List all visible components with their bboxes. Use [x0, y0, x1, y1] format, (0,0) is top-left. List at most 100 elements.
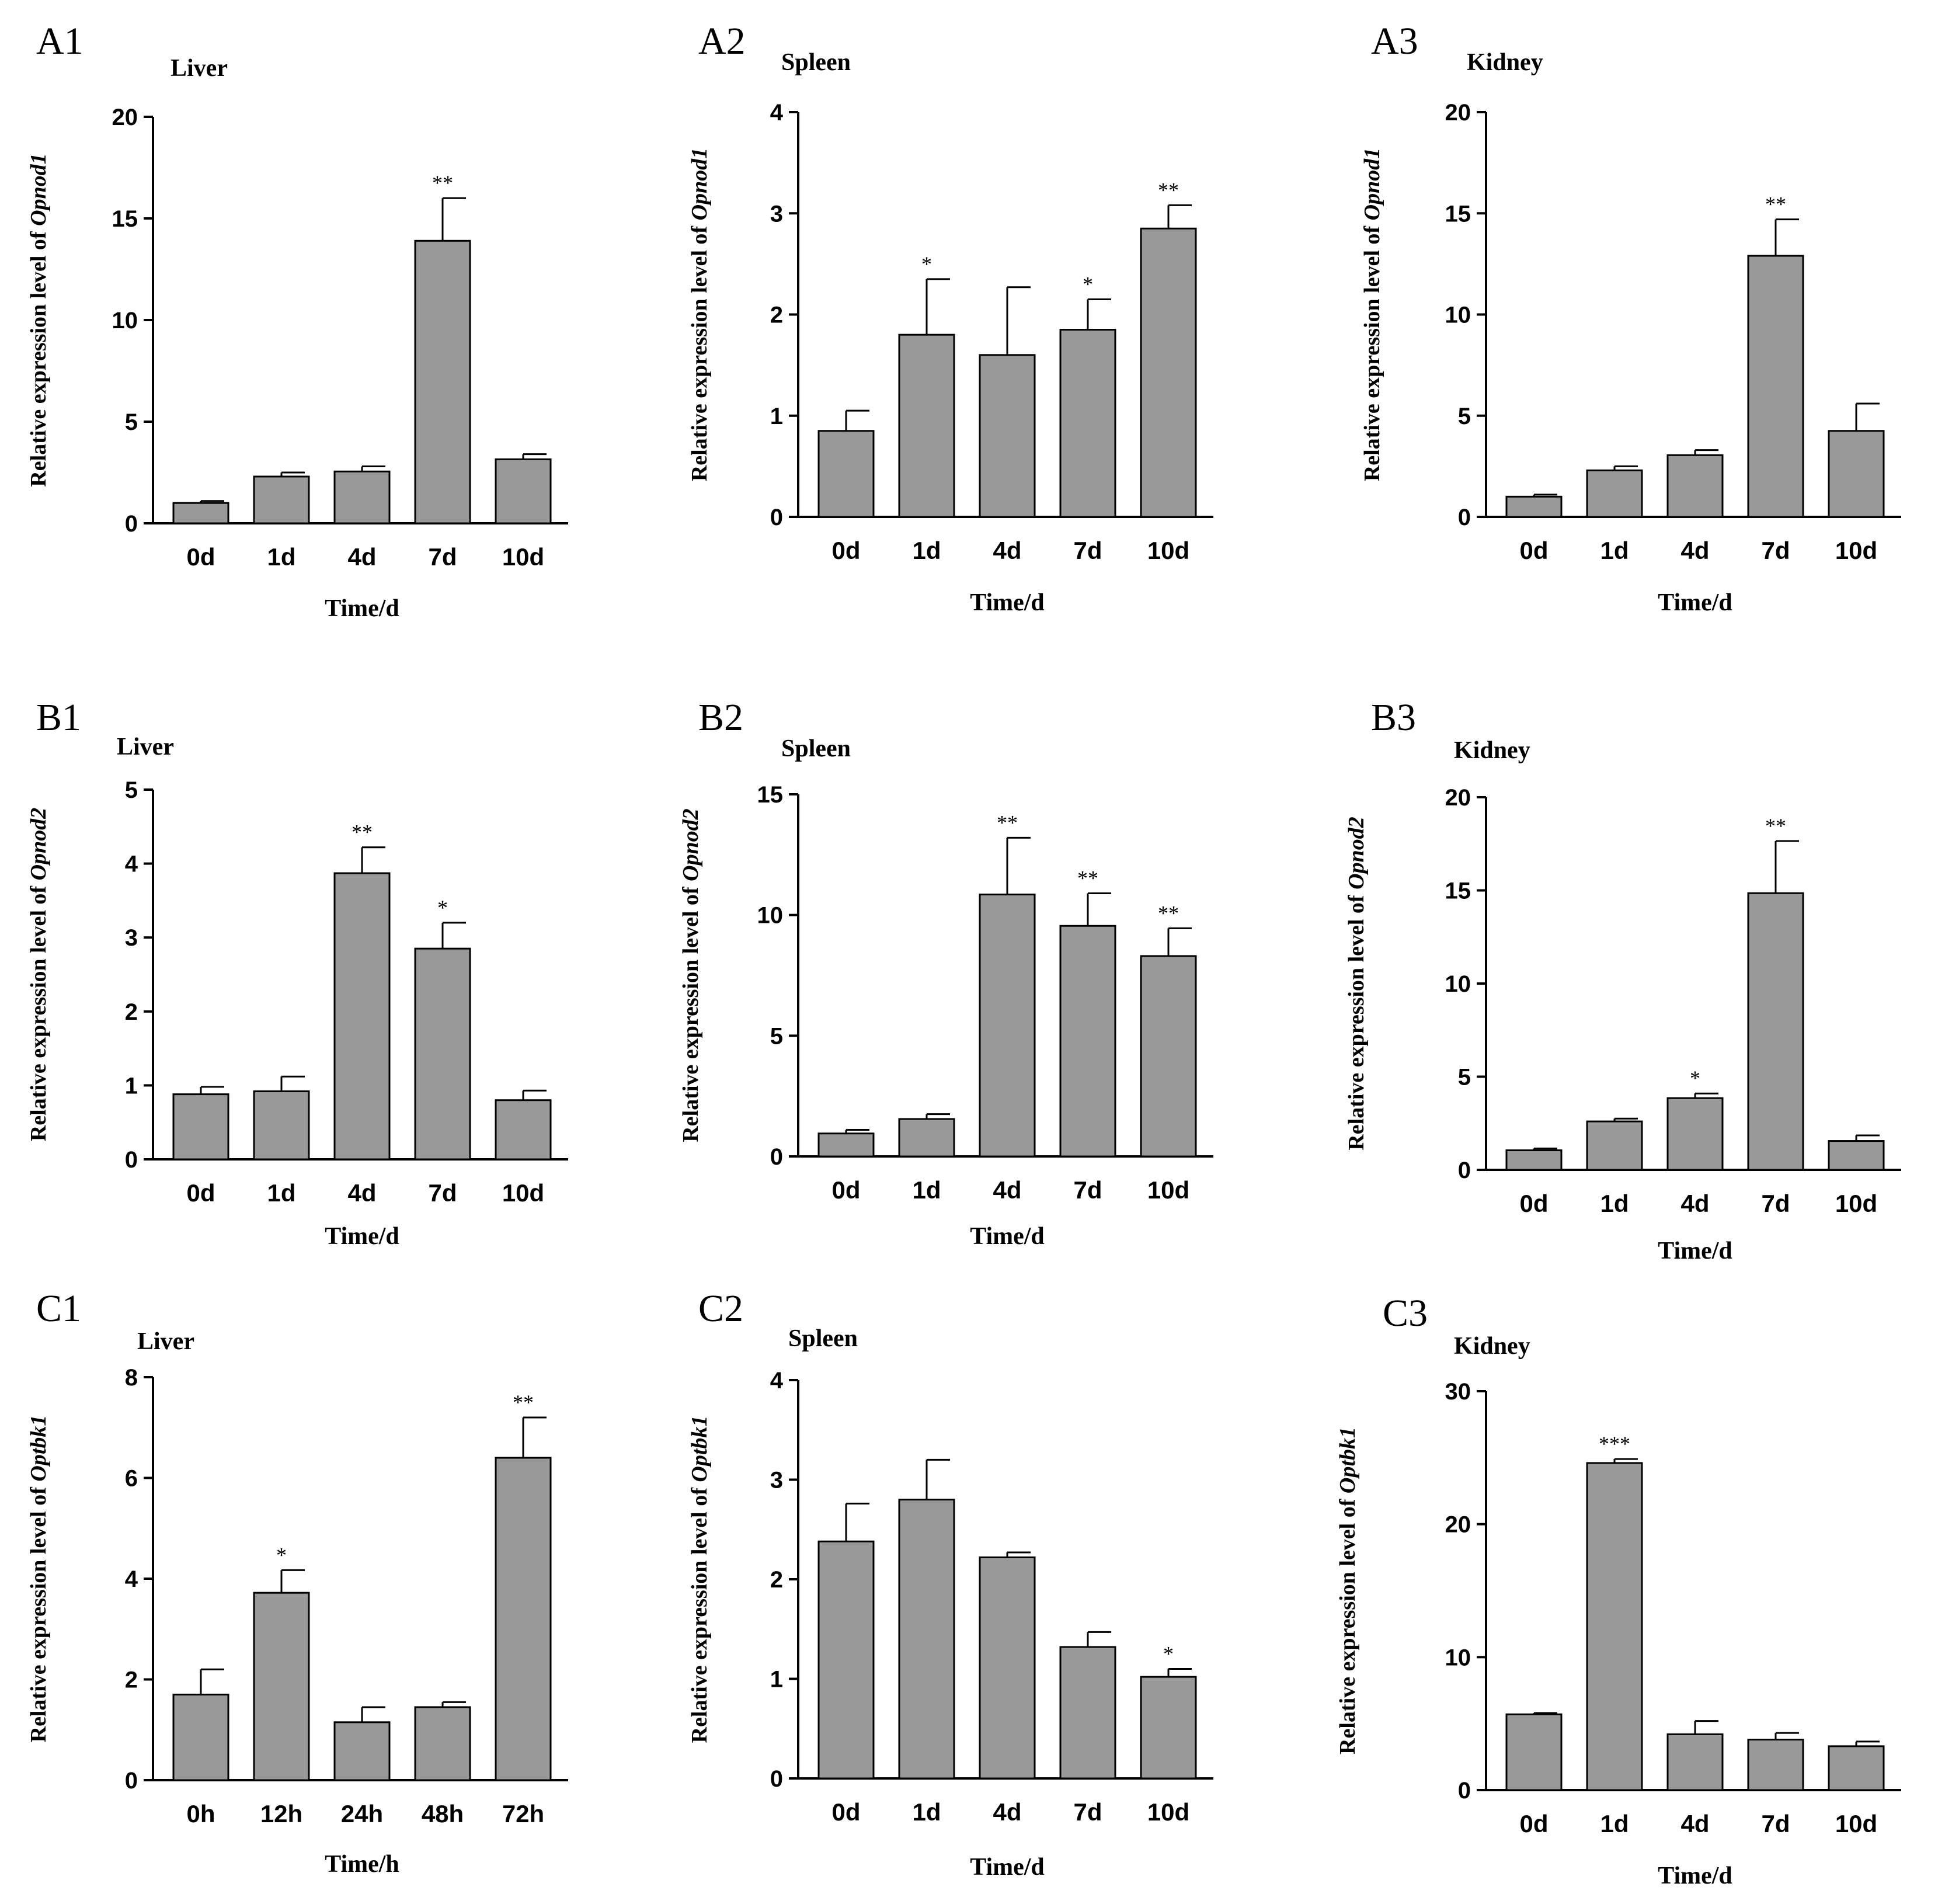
y-axis-title-gene: Optbk1: [26, 1415, 51, 1482]
x-tick-label: 4d: [1680, 537, 1709, 564]
x-tick-label: 4d: [993, 1798, 1021, 1826]
x-tick-label: 1d: [1600, 537, 1629, 564]
x-axis-title: Time/d: [970, 589, 1045, 616]
x-axis-title: Time/d: [325, 1223, 399, 1250]
bar-0d: [817, 1132, 875, 1158]
panel-b1: B1 Liver 0 1 2 3 4 5 0d 1d ** 4d * 7d 10d Time/d Relativ…: [26, 696, 568, 1250]
significance-marker: *: [1083, 273, 1093, 296]
bar-12h: [253, 1592, 310, 1781]
bar-4d: [333, 470, 391, 524]
y-tick-label: 20: [1445, 1512, 1471, 1538]
x-tick-label: 0d: [831, 1176, 860, 1204]
bar-4d: [979, 354, 1036, 518]
x-tick-label: 1d: [267, 1179, 295, 1207]
y-tick-label: 0: [125, 1147, 138, 1173]
x-tick-label: 1d: [267, 543, 295, 571]
panel-b2: B2 Spleen 0 5 10 15 0d 1d ** 4d ** 7d ** 10d Time/d Rel…: [678, 696, 1213, 1250]
x-tick-label: 10d: [1835, 1810, 1877, 1837]
y-tick-label: 0: [1458, 1778, 1471, 1804]
y-tick-label: 4: [125, 852, 138, 877]
bar-4d: [1666, 1733, 1724, 1791]
x-tick-label: 0d: [1519, 1190, 1548, 1217]
y-axis-title-gene: Opnod1: [26, 153, 51, 226]
y-tick-label: 10: [1445, 971, 1471, 997]
y-tick-label: 20: [1445, 785, 1471, 811]
bar-0h: [172, 1693, 229, 1781]
x-tick-label: 4d: [993, 537, 1021, 564]
x-tick-label: 4d: [993, 1176, 1021, 1204]
x-axis-title: Time/d: [1658, 589, 1732, 616]
x-tick-label: 0d: [186, 1179, 215, 1207]
y-axis-title-prefix: Relative expression level of: [678, 881, 703, 1142]
y-tick-label: 3: [125, 925, 138, 951]
x-axis-title: Time/d: [970, 1854, 1045, 1881]
panel-label: B3: [1371, 696, 1416, 739]
y-tick-label: 8: [125, 1365, 138, 1391]
panel-label: C3: [1383, 1292, 1428, 1335]
bar-1d: [1586, 1462, 1643, 1791]
y-tick-label: 2: [125, 999, 138, 1025]
x-tick-label: 1d: [1600, 1190, 1629, 1217]
bar-4d: [1666, 1097, 1724, 1171]
x-axis-title: Time/d: [970, 1223, 1045, 1250]
significance-marker: *: [1163, 1642, 1174, 1665]
y-tick-label: 10: [1445, 303, 1471, 328]
bar-7d: [1059, 328, 1116, 518]
bar-1d: [898, 1499, 955, 1780]
bar-0d: [817, 1540, 875, 1780]
significance-marker: *: [921, 252, 932, 276]
bar-10d: [1828, 430, 1885, 518]
panel-label: A1: [36, 20, 83, 62]
x-tick-label: 0d: [831, 537, 860, 564]
y-axis-title: Relative expression level of Opnod1: [26, 153, 51, 487]
x-tick-label: 7d: [1761, 1190, 1790, 1217]
y-tick-label: 0: [1458, 505, 1471, 530]
y-tick-label: 0: [125, 1768, 138, 1794]
bar-1d: [898, 1118, 955, 1158]
x-tick-label: 12h: [260, 1800, 302, 1827]
y-tick-label: 1: [770, 404, 783, 429]
bar-7d: [1747, 255, 1804, 518]
x-axis-title: Time/d: [1658, 1238, 1732, 1264]
bar-1d: [253, 475, 310, 524]
x-tick-label: 7d: [1073, 537, 1102, 564]
significance-marker: **: [1158, 901, 1179, 925]
bar-4d: [1666, 454, 1724, 518]
bar-1d: [898, 333, 955, 518]
y-tick-label: 15: [1445, 878, 1471, 904]
y-axis-title: Relative expression level of Opnod2: [26, 808, 51, 1141]
bar-0d: [172, 502, 229, 524]
bar-72h: [495, 1457, 552, 1781]
bar-10d: [1828, 1745, 1885, 1791]
bar-0d: [172, 1093, 229, 1161]
x-tick-label: 7d: [1073, 1176, 1102, 1204]
bar-0d: [1505, 1713, 1563, 1791]
y-tick-label: 1: [770, 1667, 783, 1693]
y-tick-label: 3: [770, 201, 783, 227]
y-tick-label: 15: [1445, 201, 1471, 227]
y-tick-label: 0: [1458, 1158, 1471, 1183]
bar-7d: [414, 239, 471, 524]
panel-c1: C1 Liver 0 2 4 6 8 0h * 12h 24h 48h ** 72h Time/h Relat…: [26, 1287, 568, 1878]
y-tick-label: 0: [770, 1766, 783, 1792]
y-tick-label: 2: [125, 1667, 138, 1693]
y-axis-title-gene: Opnod1: [1360, 148, 1384, 221]
x-axis-title: Time/d: [1658, 1863, 1732, 1889]
significance-marker: **: [1765, 814, 1786, 838]
bar-7d: [1059, 1646, 1116, 1780]
bar-7d: [1747, 892, 1804, 1171]
x-tick-label: 7d: [428, 1179, 457, 1207]
significance-marker: **: [1765, 193, 1786, 216]
x-tick-label: 10d: [502, 1179, 544, 1207]
bar-7d: [1059, 925, 1116, 1158]
chart-title: Spleen: [781, 735, 851, 762]
panel-label: C2: [698, 1287, 743, 1330]
x-tick-label: 1d: [912, 537, 941, 564]
y-axis-title-gene: Opnod2: [26, 808, 51, 881]
bar-10d: [1828, 1140, 1885, 1171]
y-tick-label: 10: [757, 903, 784, 929]
x-axis-title: Time/h: [325, 1851, 399, 1878]
panel-c3: C3 Kidney 0 10 20 30 0d *** 1d 4d 7d 10d Time/d Relat…: [1335, 1292, 1901, 1889]
y-axis-title-prefix: Relative expression level of: [26, 880, 51, 1141]
y-tick-label: 15: [112, 206, 138, 232]
